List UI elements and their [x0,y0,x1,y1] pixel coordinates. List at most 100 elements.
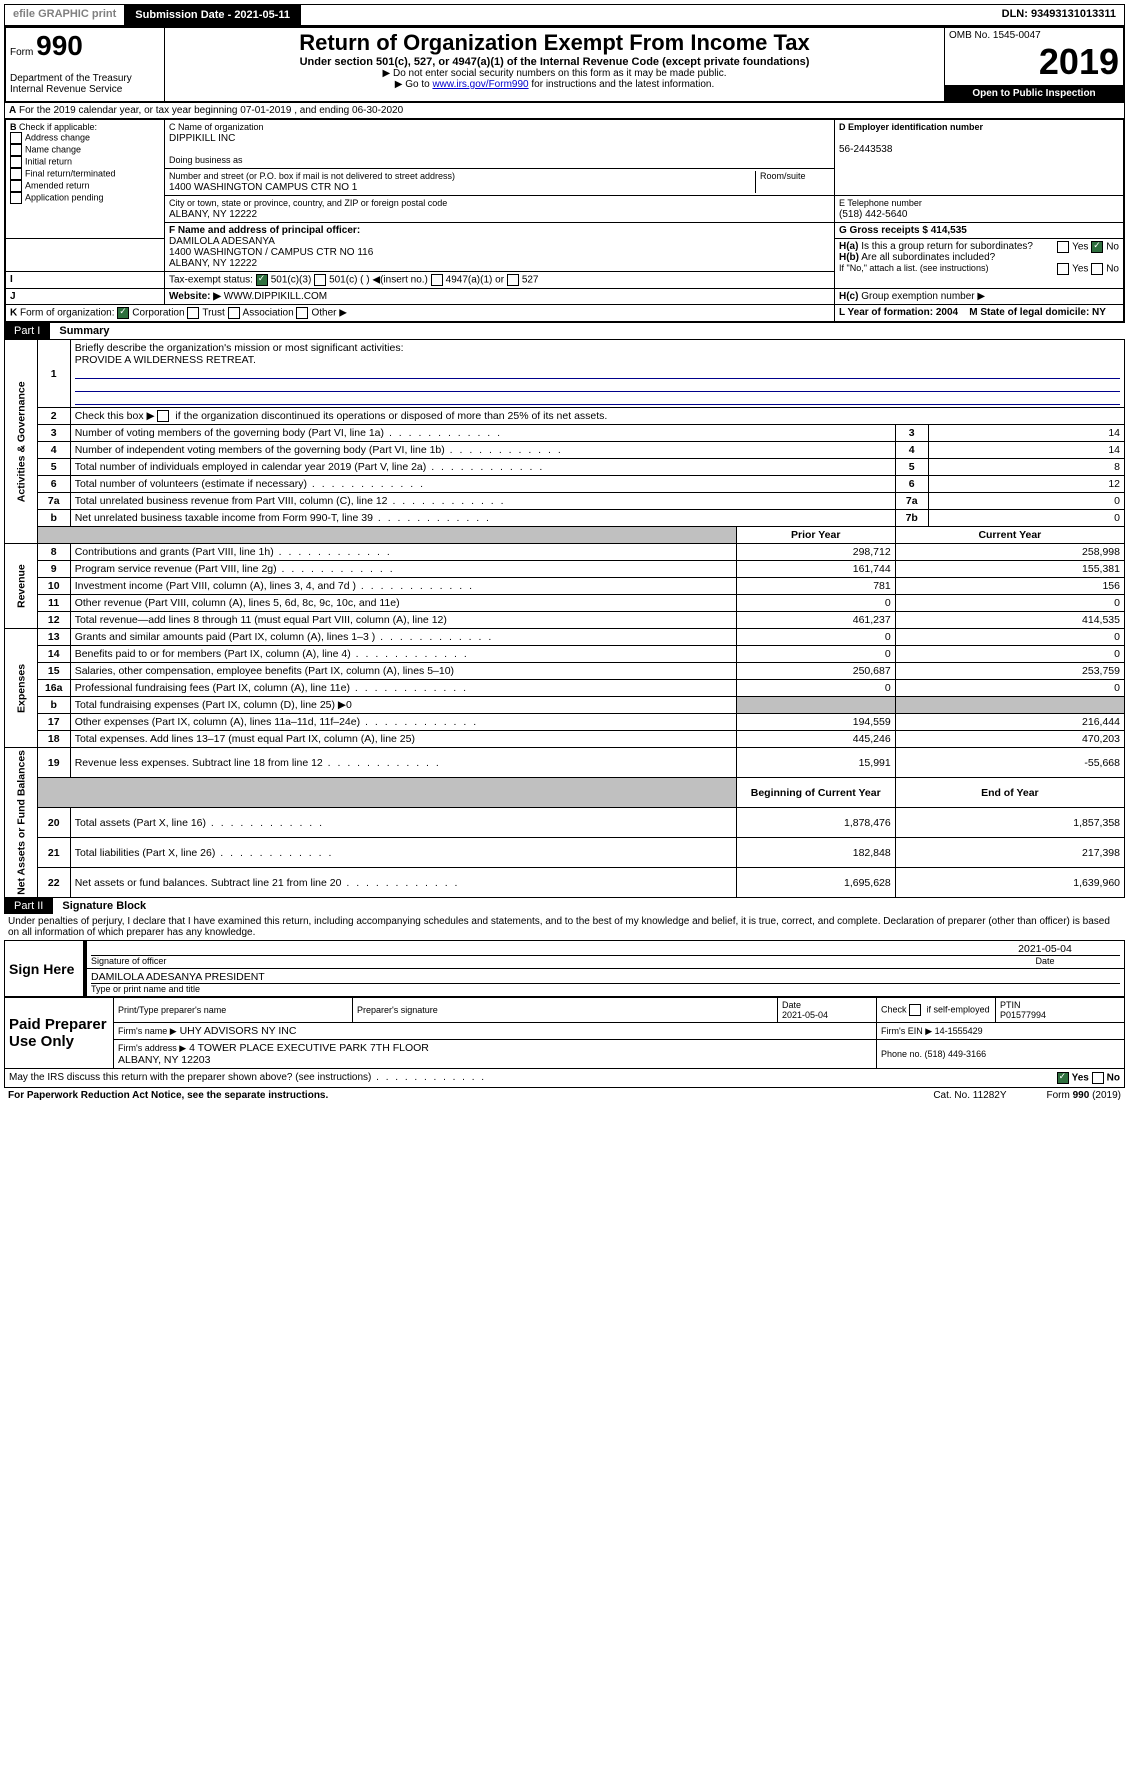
line16a-text: Professional fundraising fees (Part IX, … [70,680,736,697]
efile-label[interactable]: efile GRAPHIC print [5,5,124,25]
website-label: Website: ▶ [169,291,221,302]
vert-activities: Activities & Governance [5,340,38,544]
part2-header: Part II Signature Block [4,898,1125,914]
type-name-label: Type or print name and title [91,984,1120,994]
application-pending-checkbox[interactable] [10,192,22,204]
line16a-current: 0 [895,680,1124,697]
line18-prior: 445,246 [736,731,895,748]
prior-year-header: Prior Year [736,527,895,544]
paperwork-notice: For Paperwork Reduction Act Notice, see … [8,1090,328,1101]
line18-text: Total expenses. Add lines 13–17 (must eq… [70,731,736,748]
dln-label: DLN: 93493131013311 [994,5,1124,25]
form-footer: Form 990 (2019) [1047,1090,1121,1101]
dba-label: Doing business as [169,155,243,165]
vert-revenue: Revenue [5,544,38,629]
prep-date: 2021-05-04 [782,1010,828,1020]
ha-label: Is this a group return for subordinates? [861,241,1033,252]
501c3-checkbox[interactable] [256,274,268,286]
street-address: 1400 WASHINGTON CAMPUS CTR NO 1 [169,182,357,193]
line18-current: 470,203 [895,731,1124,748]
entity-info: B Check if applicable: Address change Na… [4,119,1125,323]
discuss-row: May the IRS discuss this return with the… [4,1069,1125,1088]
instr-ssn: ▶ Do not enter social security numbers o… [169,68,940,79]
4947-checkbox[interactable] [431,274,443,286]
line17-current: 216,444 [895,714,1124,731]
c-label: C Name of organization [169,122,264,132]
discontinued-checkbox[interactable] [157,410,169,422]
org-name: DIPPIKILL INC [169,133,235,144]
telephone: (518) 442-5640 [839,209,907,220]
discuss-yes-checkbox[interactable] [1057,1072,1069,1084]
self-employed-checkbox[interactable] [909,1004,921,1016]
line9-prior: 161,744 [736,561,895,578]
mission-text: PROVIDE A WILDERNESS RETREAT. [75,354,256,366]
line13-current: 0 [895,629,1124,646]
gross-receipts: G Gross receipts $ 414,535 [839,225,967,236]
state-domicile: M State of legal domicile: NY [969,307,1106,318]
line8-current: 258,998 [895,544,1124,561]
corp-checkbox[interactable] [117,307,129,319]
line10-prior: 781 [736,578,895,595]
ha-yes-checkbox[interactable] [1057,241,1069,253]
line12-text: Total revenue—add lines 8 through 11 (mu… [70,612,736,629]
assoc-checkbox[interactable] [228,307,240,319]
amended-return-checkbox[interactable] [10,180,22,192]
line14-current: 0 [895,646,1124,663]
date-label: Date [970,956,1120,966]
ha-no-checkbox[interactable] [1091,241,1103,253]
name-change-checkbox[interactable] [10,144,22,156]
tax-year: 2019 [949,41,1119,83]
line4-value: 14 [928,442,1124,459]
line15-prior: 250,687 [736,663,895,680]
line21-text: Total liabilities (Part X, line 26) [70,838,736,868]
submission-date-button[interactable]: Submission Date - 2021-05-11 [124,5,301,25]
line12-current: 414,535 [895,612,1124,629]
line3-value: 14 [928,425,1124,442]
city-state-zip: ALBANY, NY 12222 [169,209,257,220]
preparer-table: Paid Preparer Use Only Print/Type prepar… [4,997,1125,1069]
paid-preparer-label: Paid Preparer Use Only [5,998,114,1069]
firm-name-label: Firm's name ▶ [118,1026,177,1036]
line7a-value: 0 [928,493,1124,510]
form-title: Return of Organization Exempt From Incom… [169,30,940,56]
discuss-no-checkbox[interactable] [1092,1072,1104,1084]
dept-label: Department of the Treasury Internal Reve… [10,73,132,95]
line19-prior: 15,991 [736,748,895,778]
begin-year-header: Beginning of Current Year [736,778,895,808]
signature-table: Sign Here 2021-05-04 Signature of office… [4,940,1125,997]
top-toolbar: efile GRAPHIC print Submission Date - 20… [4,4,1125,26]
line21-prior: 182,848 [736,838,895,868]
line6-text: Total number of volunteers (estimate if … [70,476,895,493]
initial-return-checkbox[interactable] [10,156,22,168]
line22-text: Net assets or fund balances. Subtract li… [70,868,736,898]
line9-current: 155,381 [895,561,1124,578]
firm-ein: Firm's EIN ▶ 14-1555429 [877,1023,1125,1040]
line15-text: Salaries, other compensation, employee b… [70,663,736,680]
line21-current: 217,398 [895,838,1124,868]
trust-checkbox[interactable] [187,307,199,319]
jurat-text: Under penalties of perjury, I declare th… [4,914,1125,940]
line17-prior: 194,559 [736,714,895,731]
final-return-checkbox[interactable] [10,168,22,180]
line12-prior: 461,237 [736,612,895,629]
q1-label: Briefly describe the organization's miss… [75,342,404,354]
part1-table: Activities & Governance 1 Briefly descri… [4,339,1125,898]
address-change-checkbox[interactable] [10,132,22,144]
form-prefix: Form [10,47,33,58]
firm-addr-label: Firm's address ▶ [118,1043,186,1053]
line22-current: 1,639,960 [895,868,1124,898]
line17-text: Other expenses (Part IX, column (A), lin… [70,714,736,731]
501c-checkbox[interactable] [314,274,326,286]
prep-sig-label: Preparer's signature [353,998,778,1023]
irs-link[interactable]: www.irs.gov/Form990 [432,79,528,90]
other-checkbox[interactable] [296,307,308,319]
f-label: F Name and address of principal officer: [169,225,360,236]
line8-text: Contributions and grants (Part VIII, lin… [70,544,736,561]
hb-no-checkbox[interactable] [1091,263,1103,275]
527-checkbox[interactable] [507,274,519,286]
line8-prior: 298,712 [736,544,895,561]
sig-date: 2021-05-04 [970,943,1120,955]
open-public: Open to Public Inspection [945,86,1125,103]
line15-current: 253,759 [895,663,1124,680]
hb-yes-checkbox[interactable] [1057,263,1069,275]
